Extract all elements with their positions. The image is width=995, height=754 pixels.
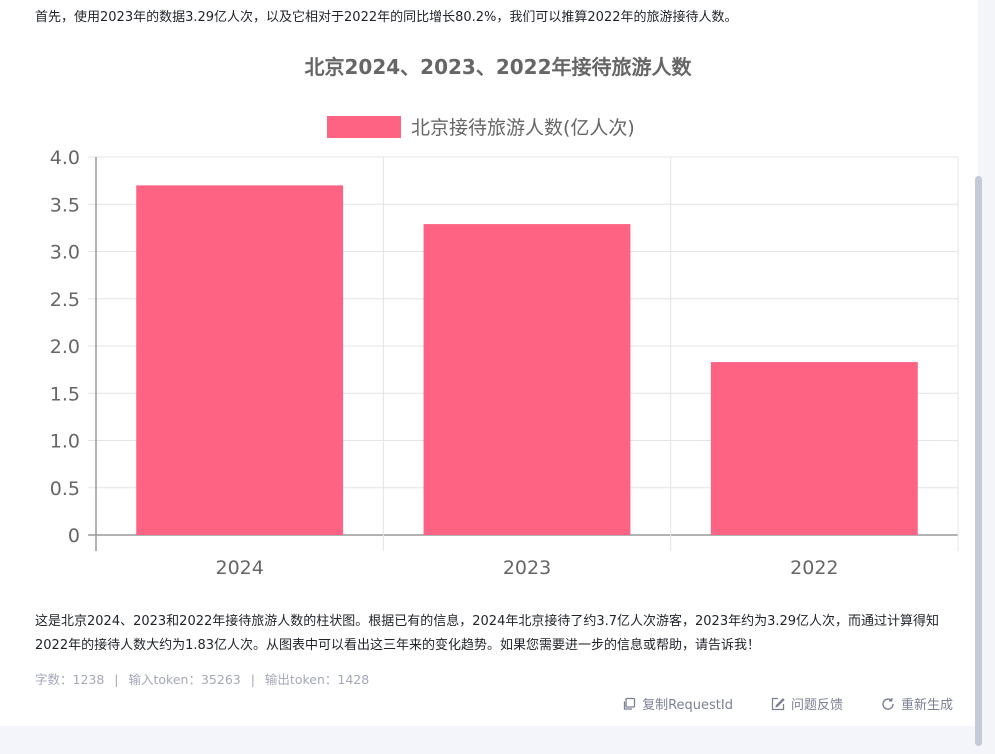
y-tick-label: 3.5	[50, 194, 80, 216]
input-token-count: 输入token：35263	[128, 672, 241, 687]
y-tick-label: 2.0	[50, 336, 80, 358]
stats-separator: |	[250, 672, 255, 687]
legend-label: 北京接待旅游人数(亿人次)	[411, 117, 635, 139]
bar-2022[interactable]	[710, 362, 918, 535]
edit-icon	[771, 697, 785, 710]
regenerate-button[interactable]: 重新生成	[881, 694, 953, 713]
response-actions: 复制RequestId 问题反馈 重新生成	[622, 694, 953, 713]
intro-paragraph: 首先，使用2023年的数据3.29亿人次，以及它相对于2022年的同比增长80.…	[35, 10, 738, 25]
x-tick-label: 2024	[215, 557, 263, 579]
x-tick-label: 2022	[790, 557, 838, 579]
copy-requestid-button[interactable]: 复制RequestId	[622, 694, 733, 713]
x-tick-label: 2023	[503, 557, 551, 579]
output-token-count: 输出token：1428	[264, 672, 370, 687]
y-tick-label: 2.5	[50, 289, 80, 311]
token-stats: 字数：1238 | 输入token：35263 | 输出token：1428	[35, 669, 369, 688]
legend-swatch	[327, 116, 401, 138]
feedback-label: 问题反馈	[790, 698, 843, 713]
chart-legend[interactable]: 北京接待旅游人数(亿人次)	[327, 116, 635, 139]
summary-paragraph: 这是北京2024、2023和2022年接待旅游人数的柱状图。根据已有的信息，20…	[35, 614, 940, 653]
chart-title: 北京2024、2023、2022年接待旅游人数	[305, 55, 693, 79]
copy-requestid-label: 复制RequestId	[642, 698, 733, 713]
scrollbar-thumb[interactable]	[975, 176, 982, 746]
bar-2023[interactable]	[423, 224, 631, 535]
y-tick-label: 3.0	[50, 242, 80, 264]
bottom-band	[0, 726, 978, 754]
word-count: 字数：1238	[35, 672, 105, 687]
copy-icon	[623, 697, 636, 710]
y-tick-label: 1.5	[50, 383, 80, 405]
bar-chart: 北京2024、2023、2022年接待旅游人数 北京接待旅游人数(亿人次) 0 0…	[50, 55, 959, 579]
y-tick-label: 0	[68, 525, 80, 547]
scroll-track[interactable]	[978, 0, 995, 754]
refresh-icon	[882, 697, 894, 710]
y-tick-label: 0.5	[50, 478, 80, 500]
y-tick-label: 4.0	[50, 147, 80, 169]
y-tick-label: 1.0	[50, 431, 80, 453]
regenerate-label: 重新生成	[900, 698, 953, 713]
bar-2024[interactable]	[136, 185, 344, 535]
feedback-button[interactable]: 问题反馈	[771, 694, 843, 713]
stats-separator: |	[114, 672, 119, 687]
